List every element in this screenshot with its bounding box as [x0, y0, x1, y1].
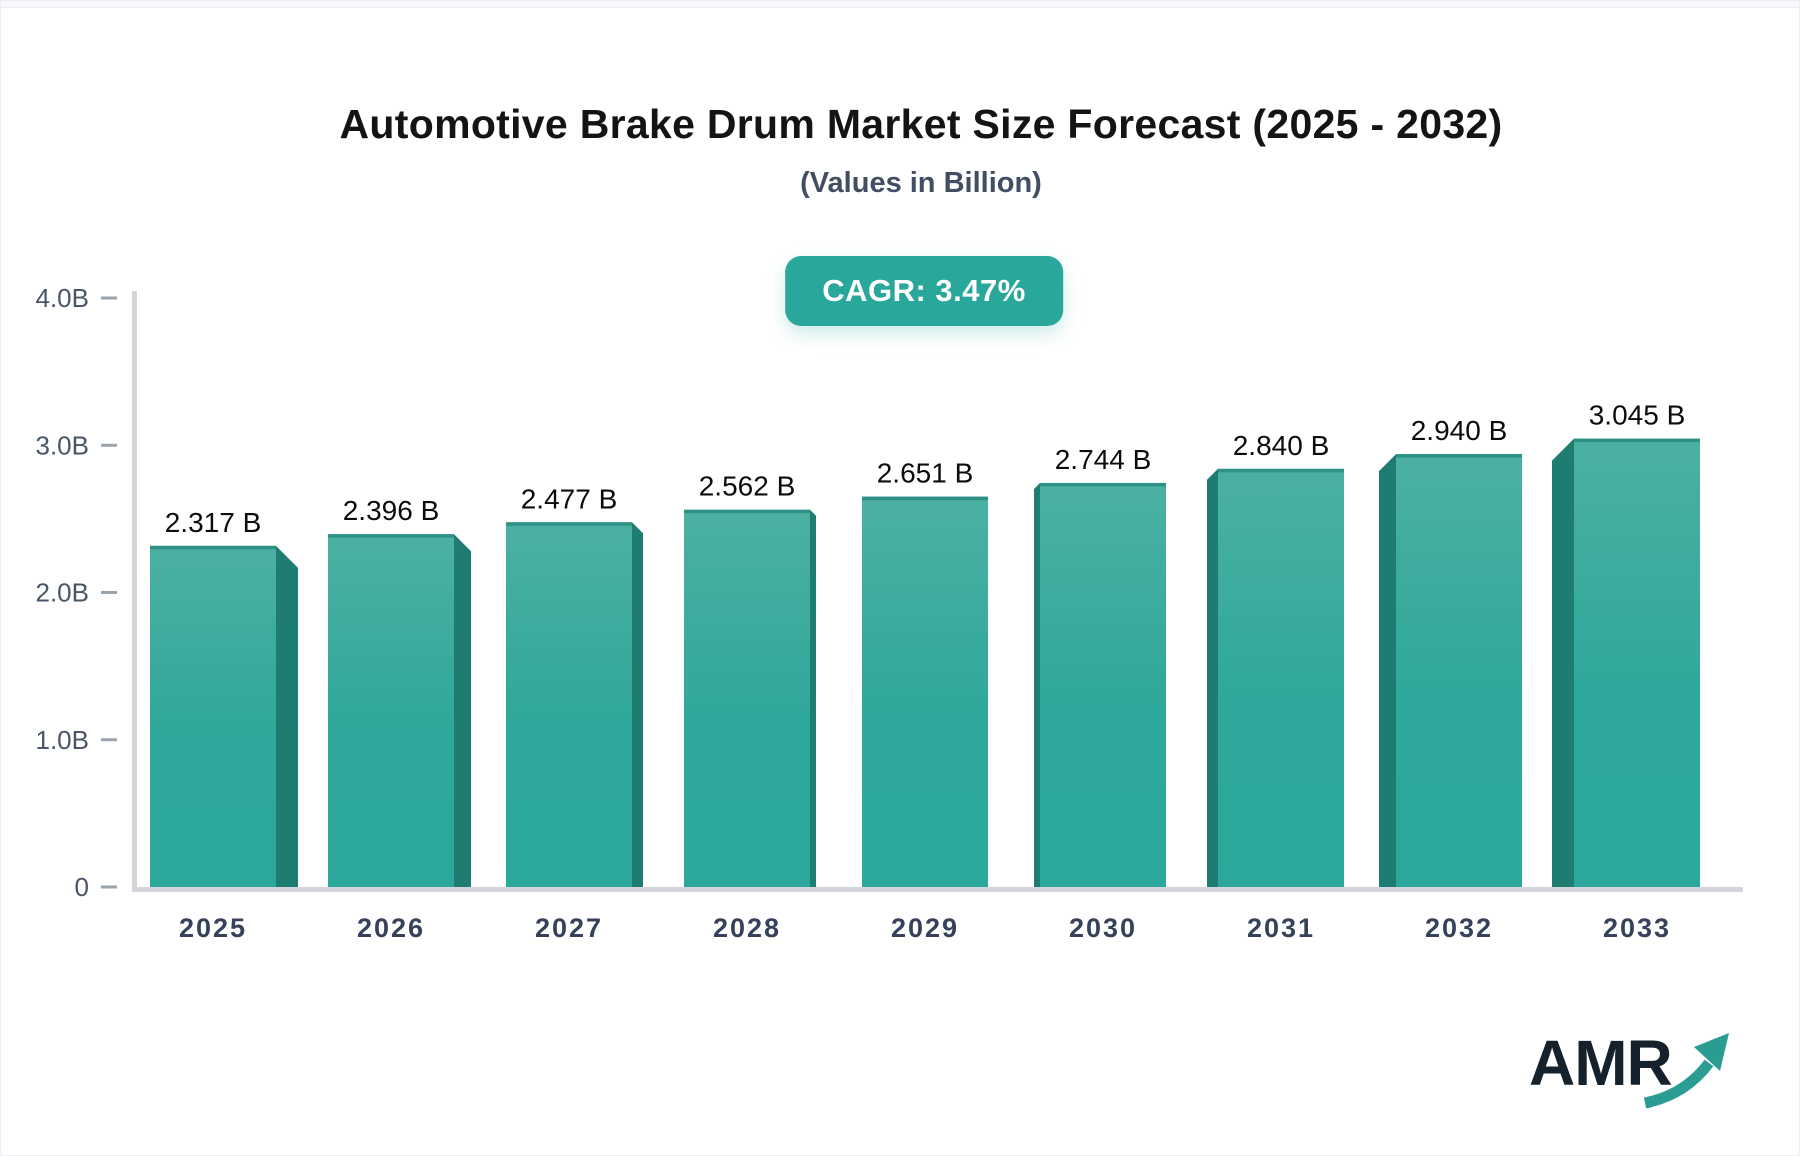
bar-2032[interactable]: 2.940 B 2032: [1379, 415, 1522, 943]
bar-value-label: 2.940 B: [1411, 415, 1508, 446]
bar-2028[interactable]: 2.562 B 2028: [684, 471, 816, 943]
bar-side-face: [1552, 438, 1574, 889]
y-tick: [101, 738, 117, 742]
bar-value-label: 2.651 B: [877, 458, 974, 489]
bar-value-label: 2.317 B: [165, 507, 262, 538]
x-axis-label: 2029: [891, 913, 959, 943]
bar-front-face: [1040, 482, 1166, 889]
amr-logo: AMR: [1529, 1031, 1739, 1121]
bar-front-face: [1396, 454, 1522, 889]
bar-side-face: [454, 534, 471, 889]
bar-top-edge: [506, 522, 632, 526]
bar-value-label: 2.562 B: [699, 471, 796, 502]
y-tick-label: 3.0B: [36, 430, 90, 460]
bar-side-face: [276, 545, 298, 889]
x-axis-label: 2026: [357, 913, 425, 943]
bar-value-label: 2.477 B: [521, 483, 618, 514]
bar-top-edge: [328, 534, 454, 538]
bar-value-label: 2.840 B: [1233, 430, 1330, 461]
y-tick-label: 1.0B: [36, 725, 90, 755]
x-axis-label: 2031: [1247, 913, 1315, 943]
bar-top-edge: [684, 509, 810, 514]
y-tick: [101, 296, 117, 300]
x-axis-label: 2027: [535, 913, 603, 943]
bar-2029[interactable]: 2.651 B 2029: [862, 458, 988, 943]
bar-front-face: [1218, 468, 1344, 889]
x-axis-label: 2032: [1425, 913, 1493, 943]
bar-side-face: [632, 522, 643, 889]
bar-front-face: [506, 522, 632, 889]
bar-top-edge: [1396, 454, 1522, 458]
bar-value-label: 2.396 B: [343, 495, 440, 526]
bar-2030[interactable]: 2.744 B 2030: [1034, 444, 1166, 943]
y-tick-label: 4.0B: [36, 283, 90, 313]
x-axis-label: 2033: [1603, 913, 1671, 943]
top-strip: [1, 1, 1799, 8]
bar-top-edge: [1040, 482, 1166, 487]
bar-front-face: [862, 496, 988, 889]
bar-front-face: [684, 509, 810, 889]
bar-front-face: [328, 534, 454, 889]
x-axis-line: [132, 887, 1743, 892]
bar-2025[interactable]: 2.317 B 2025: [150, 507, 298, 943]
x-axis-label: 2030: [1069, 913, 1137, 943]
y-tick-label: 2.0B: [36, 578, 90, 608]
bar-side-face: [810, 509, 816, 889]
amr-logo-text: AMR: [1529, 1027, 1673, 1099]
y-tick: [101, 591, 117, 594]
bar-2026[interactable]: 2.396 B 2026: [328, 495, 471, 943]
bar-front-face: [150, 545, 276, 889]
y-tick: [101, 885, 117, 889]
chart-subtitle: (Values in Billion): [800, 167, 1042, 199]
bar-2027[interactable]: 2.477 B 2027: [506, 483, 643, 943]
x-axis-label: 2025: [179, 913, 247, 943]
bar-side-face: [1379, 454, 1396, 889]
y-axis-line: [132, 291, 137, 892]
chart-title: Automotive Brake Drum Market Size Foreca…: [339, 101, 1503, 147]
bar-top-edge: [150, 545, 276, 550]
bar-front-face: [1574, 438, 1700, 889]
bar-top-edge: [862, 496, 988, 501]
bar-value-label: 3.045 B: [1589, 400, 1686, 431]
y-tick: [101, 443, 117, 447]
x-axis-label: 2028: [713, 913, 781, 943]
bar-top-edge: [1218, 468, 1344, 473]
y-tick-label: 0: [75, 872, 89, 902]
bar-side-face: [1207, 468, 1218, 889]
growth-arrow-icon: [1643, 1033, 1729, 1109]
bar-2031[interactable]: 2.840 B 2031: [1207, 430, 1344, 943]
bar-side-face: [1034, 482, 1040, 889]
bar-top-edge: [1574, 438, 1700, 443]
cagr-badge: CAGR: 3.47%: [785, 256, 1063, 326]
bar-2033[interactable]: 3.045 B 2033: [1552, 400, 1700, 943]
bar-value-label: 2.744 B: [1055, 444, 1152, 475]
